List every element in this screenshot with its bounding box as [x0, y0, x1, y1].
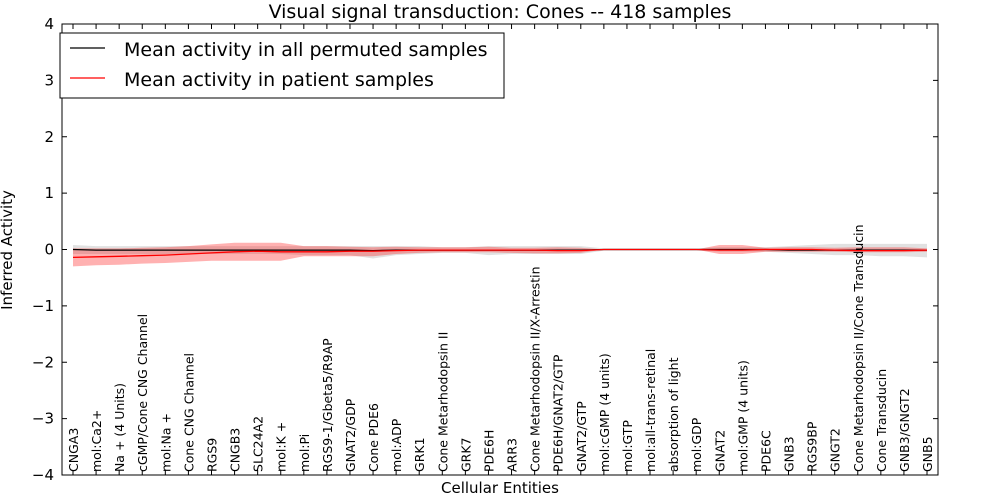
- y-tick-label: 4: [44, 15, 54, 33]
- legend-entry-permuted: Mean activity in all permuted samples: [124, 39, 487, 61]
- x-tick-label: SLC24A2: [251, 416, 266, 472]
- x-tick-label: Cone PDE6: [366, 403, 381, 472]
- x-tick-label: Na + (4 Units): [112, 383, 127, 472]
- legend-entry-patient: Mean activity in patient samples: [124, 69, 434, 91]
- x-tick-label: mol:Ca2+: [89, 410, 104, 472]
- chart-title: Visual signal transduction: Cones -- 418…: [269, 1, 732, 23]
- series-line-patient: [72, 248, 928, 259]
- x-tick-label: Cone Transducin: [874, 369, 889, 472]
- series-lines: [72, 248, 928, 259]
- y-tick-label: 3: [44, 71, 54, 89]
- confidence-bands: [73, 242, 927, 267]
- x-tick-label: GNB5: [920, 436, 935, 472]
- y-tick-label: −4: [32, 466, 54, 484]
- band-patient: [73, 242, 927, 267]
- x-tick-label: GNAT2/GTP: [574, 401, 589, 472]
- x-tick-label: PDE6C: [758, 430, 773, 472]
- x-tick-label: Cone CNG Channel: [181, 353, 196, 472]
- x-tick-label: RGS9-1/Gbeta5/R9AP: [320, 338, 335, 472]
- x-tick-label: absorption of light: [666, 357, 681, 472]
- x-tick-label: PDE6H: [482, 430, 497, 472]
- x-tick-label: GNAT2/GDP: [343, 398, 358, 472]
- x-tick-label: cGMP/Cone CNG Channel: [135, 314, 150, 472]
- x-tick-label: PDE6H/GNAT2/GTP: [551, 354, 566, 472]
- x-tick-label: GNAT2: [712, 430, 727, 472]
- x-tick-label: GNB3: [782, 436, 797, 472]
- y-tick-label: −1: [32, 297, 54, 315]
- x-tick-label: mol:ADP: [389, 418, 404, 472]
- x-tick-label: Cone Metarhodopsin II: [435, 332, 450, 472]
- y-tick-label: −2: [32, 353, 54, 371]
- x-tick-label: mol:GMP (4 units): [735, 360, 750, 472]
- x-tick-label: mol:GTP: [620, 420, 635, 472]
- x-tick-labels: CNGA3 mol:Ca2+ Na + (4 Units) cGMP/Cone CNG…: [66, 24, 935, 475]
- y-tick-label: 1: [44, 184, 54, 202]
- x-tick-label: CNGB3: [228, 428, 243, 472]
- y-tick-labels: −4 −3 −2 −1 0 1 2 3 4: [32, 15, 938, 484]
- x-tick-label: Cone Metarhodopsin II/X-Arrestin: [528, 266, 543, 471]
- y-axis-label: Inferred Activity: [0, 190, 16, 310]
- x-tick-label: GNB3/GNGT2: [897, 388, 912, 472]
- x-tick-label: mol:Na +: [158, 413, 173, 472]
- legend: Mean activity in all permuted samples Me…: [59, 32, 505, 99]
- x-tick-label: GRK7: [458, 437, 473, 472]
- x-tick-label: mol:all-trans-retinal: [643, 349, 658, 472]
- y-tick-label: 2: [44, 128, 54, 146]
- x-tick-label: mol:cGMP (4 units): [597, 353, 612, 472]
- y-tick-label: −3: [32, 410, 54, 428]
- x-tick-label: Cone Metarhodopsin II/Cone Transducin: [851, 224, 866, 472]
- x-tick-label: mol:Pi: [297, 434, 312, 472]
- x-tick-label: GRK1: [412, 437, 427, 472]
- band-permuted: [73, 243, 927, 259]
- x-tick-label: RGS9: [205, 438, 220, 472]
- x-tick-label: ARR3: [505, 438, 520, 472]
- x-tick-label: mol:K +: [274, 422, 289, 472]
- legend-box: [59, 32, 505, 99]
- y-tick-label: 0: [44, 241, 54, 259]
- x-axis-label: Cellular Entities: [441, 479, 559, 497]
- x-tick-label: RGS9BP: [805, 421, 820, 472]
- x-tick-label: mol:GDP: [689, 417, 704, 472]
- x-tick-label: CNGA3: [66, 428, 81, 472]
- plot-frame: [61, 23, 939, 476]
- x-tick-label: GNGT2: [828, 428, 843, 472]
